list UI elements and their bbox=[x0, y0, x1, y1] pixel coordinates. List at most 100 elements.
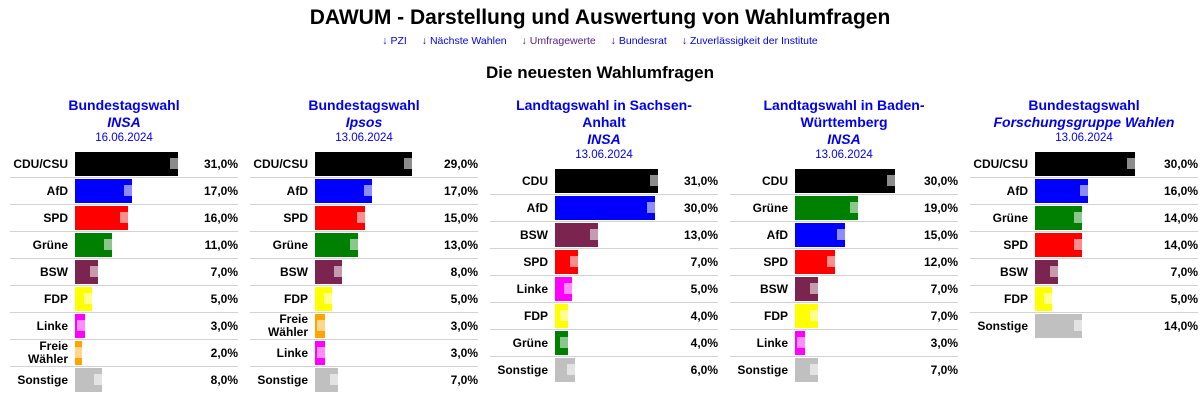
previous-value-marker bbox=[796, 337, 814, 348]
previous-value-marker bbox=[323, 293, 341, 304]
poll-election-title[interactable]: Bundestagswahl bbox=[68, 97, 180, 113]
poll-card: Landtagswahl in Sachsen-Anhalt INSA 13.06.… bbox=[490, 97, 718, 383]
party-label: Sonstige bbox=[497, 362, 548, 377]
party-label: SPD bbox=[763, 254, 788, 269]
result-row: SPD 14,0% bbox=[970, 232, 1198, 259]
result-row: FDP 5,0% bbox=[10, 286, 238, 313]
party-label: CDU/CSU bbox=[253, 156, 308, 171]
previous-value-marker bbox=[810, 283, 828, 294]
result-row: Linke 3,0% bbox=[730, 330, 958, 357]
result-bar bbox=[315, 179, 372, 203]
result-bar bbox=[75, 206, 129, 230]
poll-institute[interactable]: Forschungsgruppe Wahlen bbox=[993, 114, 1175, 130]
result-value: 16,0% bbox=[203, 211, 238, 225]
result-row: AfD 30,0% bbox=[490, 195, 718, 222]
previous-value-marker bbox=[333, 266, 351, 277]
result-row: CDU 31,0% bbox=[490, 168, 718, 195]
result-row: CDU/CSU 30,0% bbox=[970, 151, 1198, 178]
result-value: 31,0% bbox=[203, 157, 238, 171]
result-value: 16,0% bbox=[1163, 184, 1198, 198]
result-row: CDU/CSU 29,0% bbox=[250, 151, 478, 178]
result-value: 13,0% bbox=[443, 238, 478, 252]
poll-institute[interactable]: INSA bbox=[587, 131, 621, 147]
result-value: 30,0% bbox=[923, 174, 958, 188]
nav-link-umfragewerte[interactable]: ↓ Umfragewerte bbox=[522, 35, 596, 47]
previous-value-marker bbox=[570, 256, 588, 267]
result-value: 5,0% bbox=[690, 282, 718, 296]
party-label: Sonstige bbox=[257, 372, 308, 387]
nav-link-naechste-wahlen[interactable]: ↓ Nächste Wahlen bbox=[422, 35, 507, 47]
result-bar bbox=[315, 152, 412, 176]
arrow-down-icon: ↓ bbox=[421, 35, 427, 47]
party-label: AfD bbox=[1006, 183, 1028, 198]
poll-date: 16.06.2024 bbox=[95, 132, 153, 144]
previous-value-marker bbox=[560, 337, 578, 348]
previous-value-marker bbox=[1043, 293, 1061, 304]
result-value: 3,0% bbox=[450, 319, 478, 333]
result-value: 17,0% bbox=[203, 184, 238, 198]
party-label: AfD bbox=[526, 200, 548, 215]
result-bar bbox=[75, 152, 179, 176]
poll-results: CDU/CSU 29,0% AfD 17,0% SPD 15,0% Grüne 13,0% BS… bbox=[250, 151, 478, 393]
result-row: BSW 7,0% bbox=[10, 259, 238, 286]
poll-date: 13.06.2024 bbox=[575, 149, 633, 161]
site-title: DAWUM - Darstellung und Auswertung von W… bbox=[309, 6, 891, 29]
previous-value-marker bbox=[123, 185, 141, 196]
result-value: 17,0% bbox=[443, 184, 478, 198]
result-row: Linke 3,0% bbox=[250, 340, 478, 367]
previous-value-marker bbox=[330, 374, 348, 385]
result-value: 14,0% bbox=[1163, 238, 1198, 252]
poll-header: Landtagswahl in Baden-Württemberg INSA 13.… bbox=[730, 97, 958, 162]
result-value: 30,0% bbox=[1163, 157, 1198, 171]
result-value: 7,0% bbox=[930, 363, 958, 377]
arrow-down-icon: ↓ bbox=[681, 35, 687, 47]
result-bar bbox=[555, 196, 655, 220]
nav-links: ↓ PZI ↓ Nächste Wahlen ↓ Umfragewerte ↓ Bund… bbox=[0, 35, 1200, 47]
result-value: 11,0% bbox=[204, 238, 238, 252]
poll-institute[interactable]: INSA bbox=[827, 131, 861, 147]
result-row: Sonstige 14,0% bbox=[970, 313, 1198, 339]
nav-link-label: Zuverlässigkeit der Institute bbox=[689, 35, 818, 47]
nav-link-bundesrat[interactable]: ↓ Bundesrat bbox=[611, 35, 667, 47]
poll-institute[interactable]: Ipsos bbox=[345, 114, 383, 130]
poll-results: CDU 31,0% AfD 30,0% BSW 13,0% SPD 7,0% Linke 5,0%… bbox=[490, 168, 718, 383]
result-row: Linke 5,0% bbox=[490, 276, 718, 303]
party-label: CDU bbox=[762, 173, 788, 188]
party-label: Sonstige bbox=[17, 372, 68, 387]
result-row: SPD 15,0% bbox=[250, 205, 478, 232]
result-value: 7,0% bbox=[930, 282, 958, 296]
poll-header: Bundestagswahl Ipsos 13.06.2024 bbox=[250, 97, 478, 145]
result-row: FDP 7,0% bbox=[730, 303, 958, 330]
result-row: AfD 16,0% bbox=[970, 178, 1198, 205]
poll-election-title[interactable]: Landtagswahl in Sachsen-Anhalt bbox=[516, 97, 692, 130]
nav-link-pzi[interactable]: ↓ PZI bbox=[382, 35, 407, 47]
nav-link-label: Bundesrat bbox=[618, 35, 667, 47]
result-row: AfD 17,0% bbox=[10, 178, 238, 205]
result-value: 3,0% bbox=[210, 319, 238, 333]
party-label: Freie Wähler bbox=[267, 312, 308, 339]
party-label: FDP bbox=[764, 308, 788, 323]
arrow-down-icon: ↓ bbox=[382, 35, 388, 47]
result-value: 7,0% bbox=[930, 309, 958, 323]
result-row: AfD 17,0% bbox=[250, 178, 478, 205]
poll-header: Landtagswahl in Sachsen-Anhalt INSA 13.06.… bbox=[490, 97, 718, 162]
poll-card: Bundestagswahl INSA 16.06.2024 CDU/CSU 31,0%… bbox=[10, 97, 238, 393]
party-label: SPD bbox=[43, 210, 68, 225]
result-row: SPD 16,0% bbox=[10, 205, 238, 232]
party-label: Linke bbox=[516, 281, 548, 296]
previous-value-marker bbox=[646, 202, 664, 213]
result-value: 4,0% bbox=[690, 309, 718, 323]
result-row: SPD 12,0% bbox=[730, 249, 958, 276]
poll-election-title[interactable]: Bundestagswahl bbox=[1028, 97, 1140, 113]
nav-link-zuverlaessigkeit[interactable]: ↓ Zuverlässigkeit der Institute bbox=[682, 35, 818, 47]
party-label: Linke bbox=[276, 345, 308, 360]
poll-header: Bundestagswahl INSA 16.06.2024 bbox=[10, 97, 238, 145]
poll-institute[interactable]: INSA bbox=[107, 114, 141, 130]
result-value: 5,0% bbox=[210, 292, 238, 306]
result-bar bbox=[795, 169, 895, 193]
result-row: Grüne 14,0% bbox=[970, 205, 1198, 232]
poll-results: CDU/CSU 31,0% AfD 17,0% SPD 16,0% Grüne 11,0% BS… bbox=[10, 151, 238, 393]
poll-election-title[interactable]: Landtagswahl in Baden-Württemberg bbox=[763, 97, 925, 130]
result-value: 12,0% bbox=[923, 255, 958, 269]
poll-election-title[interactable]: Bundestagswahl bbox=[308, 97, 420, 113]
